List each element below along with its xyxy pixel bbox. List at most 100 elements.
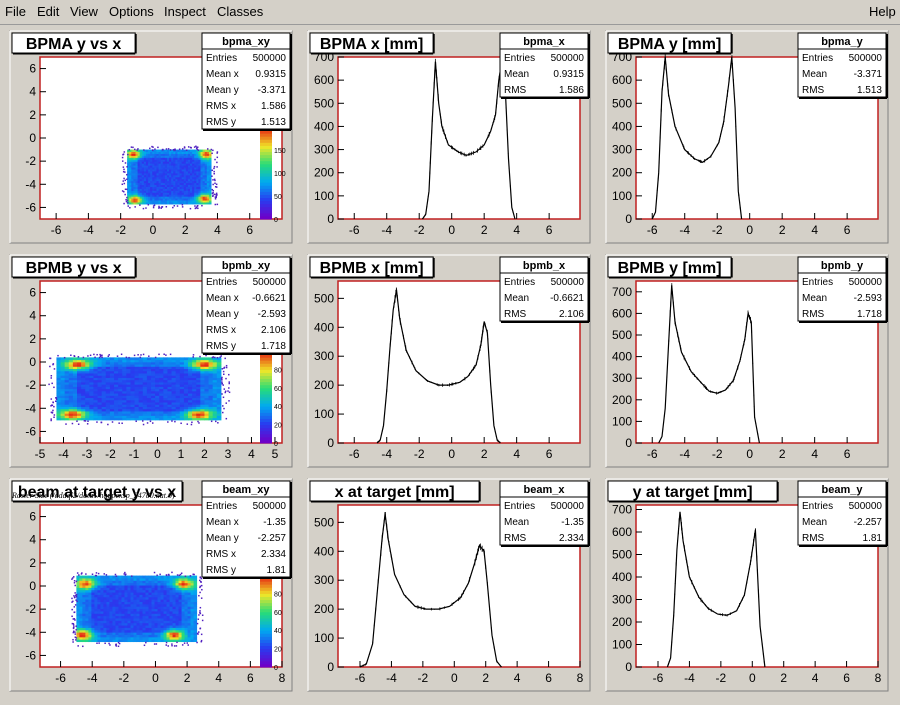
color-scale-step	[260, 216, 272, 220]
menu-file[interactable]: File	[5, 4, 26, 19]
panel-title: BPMA y vs x	[26, 36, 122, 53]
heatmap-halo	[126, 201, 128, 203]
x-tick-label: -4	[679, 447, 690, 461]
color-scale-step	[260, 661, 272, 665]
heatmap-halo	[156, 575, 158, 577]
heatmap-halo	[76, 601, 78, 603]
stats-value: 2.106	[261, 325, 286, 336]
heatmap-halo	[75, 604, 77, 606]
heatmap-halo	[125, 180, 127, 182]
heatmap-halo	[51, 377, 53, 379]
heatmap-halo	[65, 423, 67, 425]
x-tick-label: -2	[712, 447, 723, 461]
heatmap-halo	[222, 412, 224, 414]
color-scale-step	[260, 194, 272, 198]
heatmap-halo	[184, 642, 186, 644]
heatmap-halo	[157, 147, 159, 149]
x-tick-label: 6	[246, 223, 253, 237]
stats-label: RMS x	[206, 325, 236, 336]
heatmap-halo	[197, 623, 199, 625]
heatmap-halo	[166, 575, 168, 577]
heatmap-halo	[127, 205, 129, 207]
heatmap-halo	[73, 631, 75, 633]
color-scale-step	[260, 596, 272, 600]
heatmap-halo	[173, 149, 175, 151]
z-tick-label: 80	[274, 367, 282, 374]
heatmap-halo	[192, 356, 194, 358]
heatmap-halo	[92, 574, 94, 576]
heatmap-halo	[50, 418, 52, 420]
x-tick-label: 4	[811, 447, 818, 461]
heatmap-halo	[124, 572, 126, 574]
x-tick-label: 6	[546, 223, 553, 237]
color-scale-step	[260, 148, 272, 152]
panel-title: BPMA x [mm]	[320, 36, 423, 53]
heatmap-halo	[202, 620, 204, 622]
menu-help[interactable]: Help	[869, 4, 896, 19]
color-scale-step	[260, 382, 272, 386]
color-scale-step	[260, 615, 272, 619]
heatmap-halo	[140, 354, 142, 356]
z-tick-label: 20	[274, 647, 282, 654]
heatmap-cell	[121, 576, 125, 579]
color-scale-step	[260, 133, 272, 137]
x-tick-label: -2	[716, 671, 727, 685]
heatmap-halo	[200, 607, 202, 609]
menu-options[interactable]: Options	[109, 4, 154, 19]
heatmap-halo	[71, 598, 73, 600]
heatmap-halo	[222, 405, 224, 407]
heatmap-halo	[180, 423, 182, 425]
z-tick-label: 0	[274, 665, 278, 672]
stats-label: RMS y	[206, 341, 236, 352]
heatmap-halo	[216, 193, 218, 195]
heatmap-cell	[85, 357, 90, 360]
heatmap-halo	[190, 208, 192, 210]
heatmap-halo	[123, 166, 125, 168]
heatmap-halo	[52, 401, 54, 403]
menu-edit[interactable]: Edit	[37, 4, 59, 19]
heatmap-halo	[174, 148, 176, 150]
color-scale-step	[260, 388, 272, 392]
heatmap-halo	[125, 189, 127, 191]
color-scale-step	[260, 428, 272, 432]
heatmap-halo	[228, 383, 230, 385]
heatmap-halo	[75, 629, 77, 631]
heatmap-cell	[196, 357, 201, 360]
x-tick-label: 2	[779, 223, 786, 237]
color-scale-step	[260, 379, 272, 383]
x-tick-label: -2	[418, 671, 429, 685]
heatmap-halo	[108, 643, 110, 645]
color-scale-step	[260, 397, 272, 401]
z-tick-label: 50	[274, 194, 282, 201]
heatmap-halo	[201, 205, 203, 207]
heatmap-halo	[212, 192, 214, 194]
y-tick-label: 300	[314, 349, 334, 363]
y-tick-label: 600	[612, 306, 632, 320]
heatmap-halo	[213, 173, 215, 175]
stats-name: beam_xy	[222, 484, 270, 496]
heatmap-halo	[74, 580, 76, 582]
y-tick-label: 300	[612, 371, 632, 385]
stats-value: 0.9315	[553, 69, 584, 80]
color-scale-step	[260, 636, 272, 640]
heatmap-halo	[212, 179, 214, 181]
heatmap-cell	[161, 576, 165, 579]
heatmap-halo	[134, 355, 136, 357]
heatmap-halo	[118, 642, 120, 644]
heatmap-halo	[216, 186, 218, 188]
heatmap-halo	[149, 148, 151, 150]
color-scale-step	[260, 173, 272, 177]
x-tick-label: -4	[381, 447, 392, 461]
stats-name: bpmb_xy	[222, 260, 271, 272]
heatmap-cell	[77, 357, 82, 360]
x-tick-label: 0	[746, 447, 753, 461]
heatmap-halo	[196, 149, 198, 151]
heatmap-cell	[176, 576, 180, 579]
heatmap-halo	[171, 572, 173, 574]
menu-inspect[interactable]: Inspect	[164, 4, 206, 19]
menu-view[interactable]: View	[70, 4, 98, 19]
menu-classes[interactable]: Classes	[217, 4, 263, 19]
x-tick-label: -2	[712, 223, 723, 237]
heatmap-halo	[200, 628, 202, 630]
